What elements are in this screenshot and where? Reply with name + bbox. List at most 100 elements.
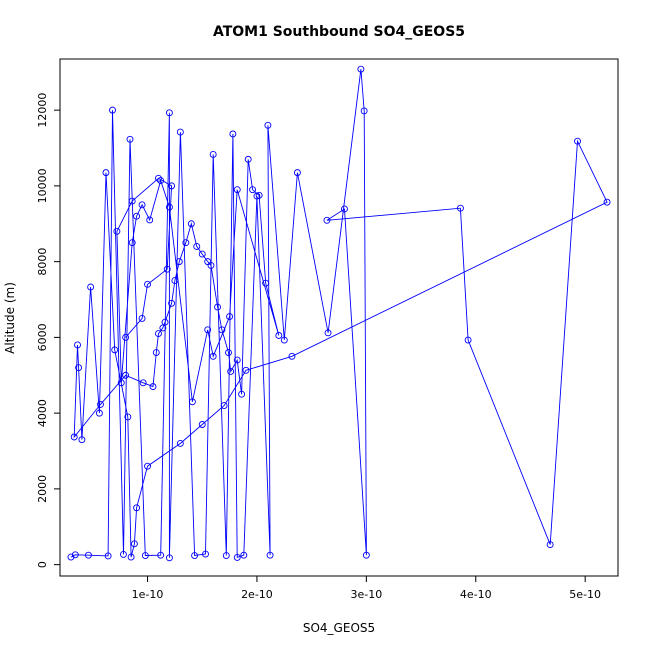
data-point — [324, 329, 332, 337]
data-point — [242, 366, 250, 374]
data-point — [233, 186, 241, 194]
y-tick-label: 12000 — [36, 93, 49, 128]
series-line — [70, 69, 608, 559]
data-point — [175, 258, 183, 266]
data-point — [546, 541, 554, 549]
data-point — [97, 400, 104, 408]
data-point — [120, 550, 127, 558]
data-point — [141, 552, 149, 559]
data-point — [130, 540, 138, 548]
data-point — [70, 433, 78, 441]
data-point — [165, 109, 173, 117]
data-point — [249, 186, 257, 194]
data-point — [157, 177, 165, 185]
data-point — [155, 174, 162, 182]
data-point — [152, 349, 160, 356]
data-point — [191, 552, 199, 559]
data-point — [113, 227, 121, 235]
data-point — [78, 436, 86, 444]
data-point — [133, 212, 141, 220]
data-point — [146, 216, 154, 224]
y-axis-label: Altitude (m) — [3, 282, 17, 354]
data-point — [198, 421, 206, 428]
data-point — [165, 203, 173, 211]
data-point — [133, 504, 141, 512]
data-point — [109, 106, 116, 114]
data-point — [87, 283, 95, 291]
data-point — [275, 332, 283, 339]
data-point — [293, 169, 301, 177]
data-point — [168, 182, 176, 190]
data-point — [262, 279, 270, 287]
data-point — [144, 462, 151, 470]
data-point — [122, 371, 130, 379]
y-tick-label: 0 — [36, 561, 49, 568]
data-point — [280, 336, 288, 344]
x-axis-label: SO4_GEOS5 — [303, 621, 375, 635]
data-point — [165, 554, 173, 562]
data-point — [266, 551, 274, 559]
data-point — [139, 379, 147, 387]
data-point — [155, 330, 162, 338]
data-point — [202, 550, 209, 558]
x-tick-label: 4e-10 — [460, 588, 492, 601]
data-point — [104, 552, 112, 560]
data-point — [222, 552, 230, 559]
data-point — [126, 135, 134, 143]
y-tick-label: 2000 — [36, 475, 49, 503]
x-tick-label: 1e-10 — [132, 588, 164, 601]
data-point — [127, 553, 135, 561]
data-point — [225, 349, 232, 356]
plot-frame — [59, 58, 619, 577]
data-point — [209, 352, 217, 360]
data-point — [240, 551, 248, 559]
data-point — [138, 314, 146, 322]
data-point — [182, 239, 190, 247]
data-point — [362, 551, 370, 559]
data-point — [207, 261, 215, 269]
data-point — [161, 318, 169, 326]
data-point — [95, 409, 103, 417]
data-point — [360, 107, 368, 115]
data-point — [171, 277, 179, 285]
y-tick-label: 8000 — [36, 248, 49, 276]
x-axis: 1e-10 2e-10 3e-10 4e-10 5e-10 — [132, 576, 601, 601]
data-point — [67, 553, 75, 561]
data-point — [464, 336, 472, 344]
data-point — [75, 364, 83, 372]
data-point — [229, 130, 237, 138]
data-point — [111, 346, 119, 354]
data-point — [193, 243, 201, 250]
data-point — [233, 553, 241, 561]
y-tick-label: 4000 — [36, 399, 49, 427]
data-point — [149, 383, 157, 391]
data-point — [187, 220, 195, 228]
data-point — [176, 439, 184, 447]
data-point — [204, 326, 212, 334]
data-point — [198, 250, 206, 258]
data-point — [124, 413, 132, 421]
data-point — [176, 128, 184, 136]
data-point — [233, 356, 241, 364]
data-point — [188, 398, 196, 406]
data-point — [168, 299, 176, 307]
x-tick-label: 2e-10 — [241, 588, 273, 601]
data-point — [71, 551, 79, 559]
y-axis: 0 2000 4000 6000 8000 10000 12000 — [36, 93, 60, 568]
data-point — [209, 150, 217, 158]
data-point — [157, 551, 165, 559]
data-point — [74, 341, 81, 349]
data-point — [244, 155, 252, 163]
data-point — [128, 239, 136, 247]
data-point — [288, 352, 296, 360]
series-layer — [67, 65, 611, 562]
data-point — [238, 390, 246, 398]
data-point — [357, 65, 365, 73]
x-tick-label: 3e-10 — [350, 588, 382, 601]
data-point — [255, 191, 263, 199]
data-point — [159, 324, 167, 332]
data-point — [214, 303, 222, 311]
data-point — [138, 201, 146, 209]
data-point — [102, 169, 110, 177]
